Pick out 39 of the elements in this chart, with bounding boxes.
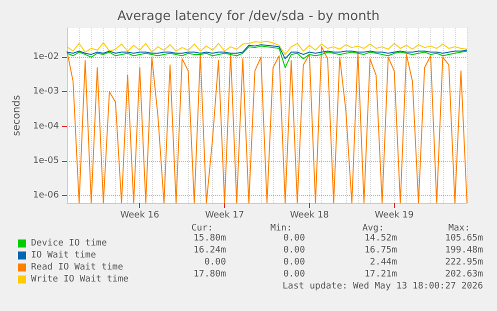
text: 16.24m xyxy=(193,246,226,256)
x-tick-label: Week 17 xyxy=(205,210,244,220)
text: Cur: xyxy=(191,224,214,234)
text: 16.75m xyxy=(364,246,398,256)
text: 0.00 xyxy=(283,258,306,268)
text: Last update: Wed May 13 18:00:27 2026 xyxy=(282,282,483,292)
text: Avg: xyxy=(362,224,384,234)
legend-label: Write IO Wait time xyxy=(31,274,129,284)
y-tick-label: 1e-02 xyxy=(33,52,59,62)
text: 17.80m xyxy=(193,270,226,280)
x-tick-label: Week 18 xyxy=(290,210,330,220)
x-tick-label: Week 19 xyxy=(374,210,414,220)
text: Min: xyxy=(270,224,292,234)
text: 202.63m xyxy=(445,270,484,280)
legend-label: Read IO Wait time xyxy=(31,262,124,272)
text: 0.00 xyxy=(283,234,306,244)
y-tick-label: 1e-04 xyxy=(33,121,60,132)
y-axis-title: seconds xyxy=(12,95,22,136)
legend-label: IO Wait time xyxy=(31,250,96,260)
text: 15.80m xyxy=(193,234,226,244)
chart-title: Average latency for /dev/sda - by month xyxy=(117,9,380,24)
y-tick-label: 1e-03 xyxy=(33,86,59,97)
text: 0.00 xyxy=(283,246,306,256)
x-tick-label: Week 16 xyxy=(120,210,160,220)
text: 199.48m xyxy=(445,246,484,256)
y-tick-label: 1e-05 xyxy=(33,156,59,166)
line-series xyxy=(66,40,468,55)
text: 0.00 xyxy=(204,258,226,268)
text: Max: xyxy=(448,224,470,234)
text: 14.52m xyxy=(364,234,398,244)
line-series xyxy=(66,44,468,60)
text: 2.44m xyxy=(370,258,397,268)
text: 17.21m xyxy=(364,270,398,280)
text: 222.95m xyxy=(445,258,484,268)
line-series xyxy=(66,46,468,68)
text: 105.65m xyxy=(445,234,484,244)
legend-label: Device IO time xyxy=(31,238,107,248)
text: 0.00 xyxy=(283,270,306,280)
y-tick-label: 1e-06 xyxy=(33,190,60,200)
